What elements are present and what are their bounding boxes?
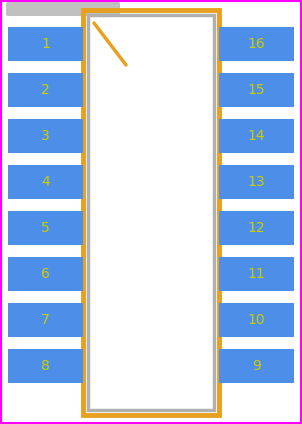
Bar (219, 73, 294, 107)
Text: 12: 12 (248, 221, 265, 235)
Bar (219, 165, 294, 199)
Bar (8, 349, 83, 383)
Text: 13: 13 (248, 175, 265, 189)
Text: 1: 1 (41, 37, 50, 51)
Bar (8, 73, 83, 107)
Text: 11: 11 (248, 267, 265, 281)
Text: 2: 2 (41, 83, 50, 97)
Text: 9: 9 (252, 359, 261, 373)
Bar (8, 211, 83, 245)
Text: 7: 7 (41, 313, 50, 327)
Bar (219, 27, 294, 61)
Bar (219, 119, 294, 153)
Bar (219, 303, 294, 337)
Bar (8, 165, 83, 199)
Text: 14: 14 (248, 129, 265, 143)
Bar (219, 257, 294, 291)
Bar (219, 349, 294, 383)
Text: 10: 10 (248, 313, 265, 327)
Text: 15: 15 (248, 83, 265, 97)
Bar (88, 15, 214, 410)
Text: 16: 16 (248, 37, 265, 51)
Text: 5: 5 (41, 221, 50, 235)
Bar (219, 211, 294, 245)
Bar (8, 27, 83, 61)
Text: 4: 4 (41, 175, 50, 189)
Text: 8: 8 (41, 359, 50, 373)
Text: 3: 3 (41, 129, 50, 143)
Bar (8, 257, 83, 291)
Bar (83, 10, 219, 415)
Text: 6: 6 (41, 267, 50, 281)
Bar (8, 119, 83, 153)
Bar (8, 303, 83, 337)
FancyBboxPatch shape (6, 2, 120, 16)
